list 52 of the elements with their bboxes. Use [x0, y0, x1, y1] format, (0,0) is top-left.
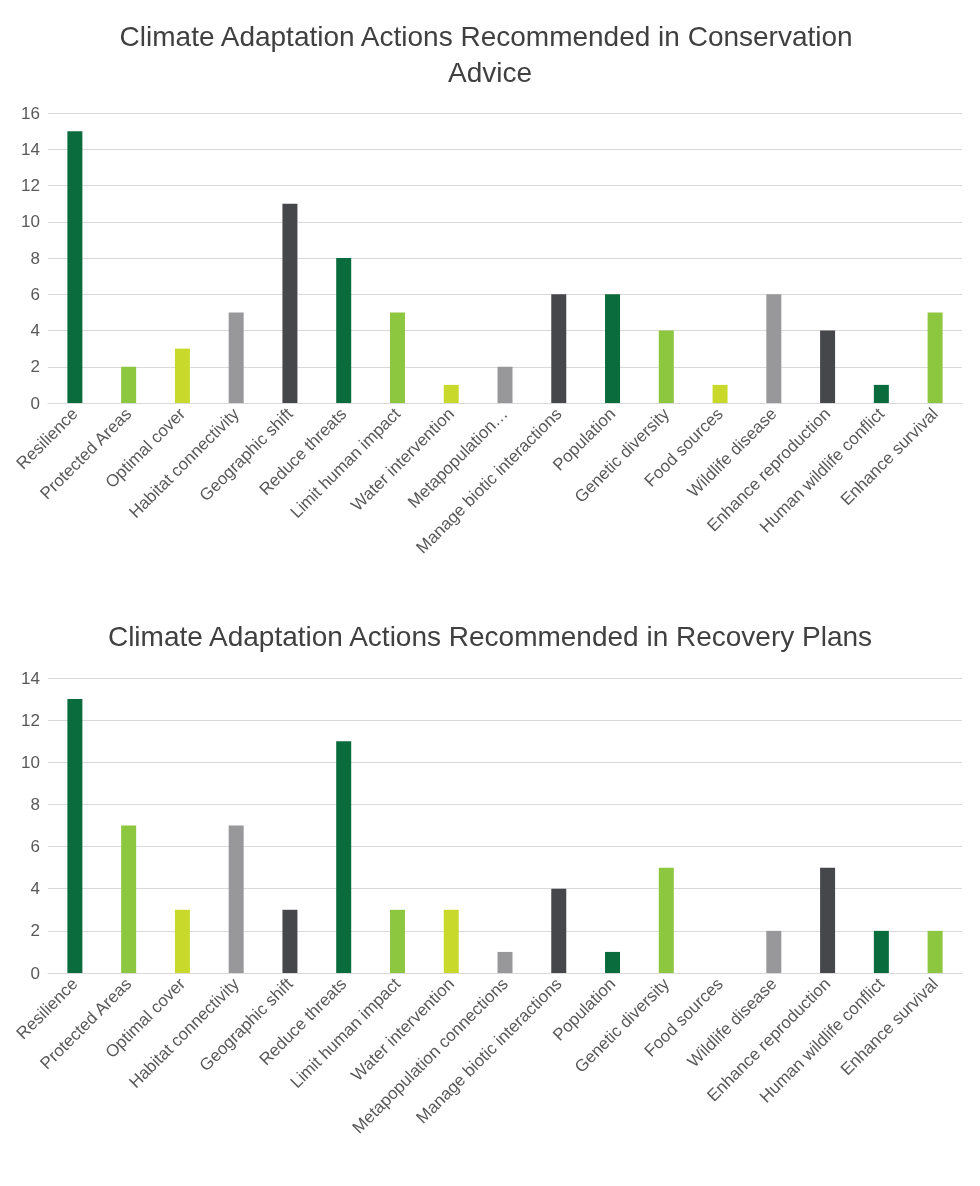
y-tick-label: 2	[30, 357, 40, 377]
chart-title: Climate Adaptation Actions Recommended in Recovery Plans	[107, 620, 873, 652]
bar	[443, 909, 459, 973]
bar	[336, 258, 352, 403]
bar	[551, 294, 567, 403]
y-tick-label: 14	[21, 139, 40, 159]
bar	[766, 930, 782, 973]
bar	[67, 699, 83, 973]
bar	[873, 384, 889, 403]
bar	[551, 888, 567, 973]
y-tick-label: 8	[30, 248, 40, 268]
bar	[67, 131, 83, 403]
bar	[927, 930, 943, 973]
bar	[497, 951, 513, 973]
bar	[174, 348, 190, 403]
y-tick-label: 6	[30, 284, 40, 304]
y-tick-label: 6	[30, 837, 40, 857]
bar	[389, 909, 405, 973]
bar	[820, 330, 836, 403]
bar	[658, 330, 674, 403]
bar	[174, 909, 190, 973]
y-tick-label: 14	[21, 668, 40, 688]
y-tick-label: 4	[30, 879, 40, 899]
y-tick-label: 0	[30, 963, 40, 983]
bar	[927, 312, 943, 403]
bar	[336, 741, 352, 973]
y-tick-label: 2	[30, 921, 40, 941]
bar	[820, 867, 836, 973]
bar	[121, 366, 137, 403]
y-tick-label: 8	[30, 794, 40, 814]
y-tick-label: 4	[30, 321, 40, 340]
y-tick-label: 16	[21, 103, 40, 123]
bar	[873, 930, 889, 973]
bar	[712, 384, 728, 403]
y-tick-label: 12	[21, 176, 40, 195]
bar	[228, 312, 244, 403]
bar	[282, 909, 298, 973]
bar	[497, 366, 513, 403]
bar	[228, 825, 244, 973]
bar	[658, 867, 674, 973]
bar	[443, 384, 459, 403]
bar	[766, 294, 782, 403]
y-tick-label: 12	[21, 710, 40, 730]
y-tick-label: 0	[30, 393, 40, 413]
bar	[282, 203, 298, 403]
bar	[121, 825, 137, 973]
bar	[605, 294, 621, 403]
y-tick-label: 10	[21, 212, 40, 232]
chart-title: Climate Adaptation Actions Recommended in Conservation Advice	[119, 20, 861, 88]
y-tick-label: 10	[21, 752, 40, 772]
bar	[605, 951, 621, 973]
bar	[389, 312, 405, 403]
